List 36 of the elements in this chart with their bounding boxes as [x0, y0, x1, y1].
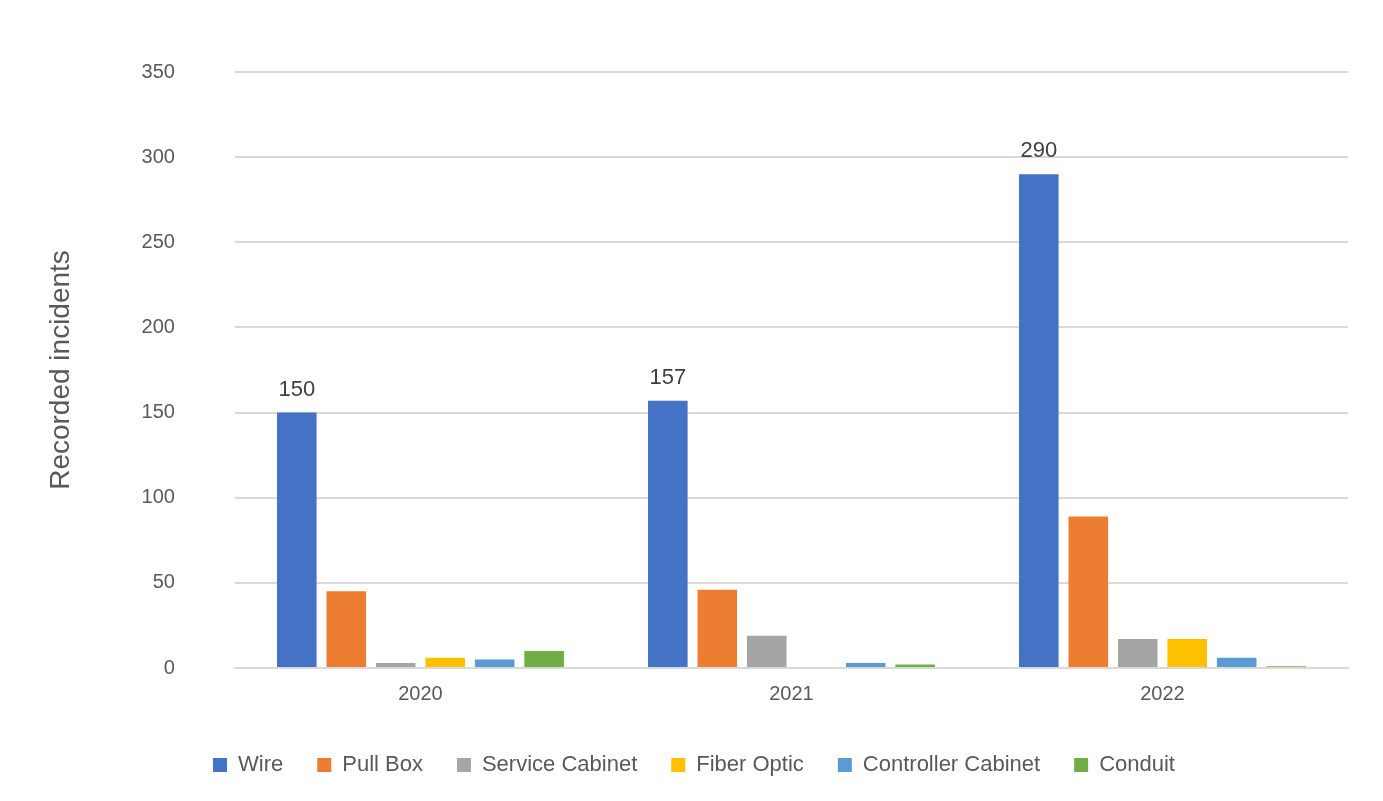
bar: [1117, 639, 1158, 667]
y-tick-label: 100: [141, 485, 175, 508]
bar: [474, 659, 515, 667]
bar: [1216, 657, 1257, 667]
x-tick-label: 2020: [398, 681, 443, 704]
bar: [697, 589, 738, 667]
legend-label: Pull Box: [342, 751, 423, 777]
bar: [524, 650, 564, 667]
legend-label: Service Cabinet: [481, 751, 638, 777]
bar: [1068, 516, 1109, 667]
y-tick-label: 150: [141, 400, 175, 423]
bar: [1019, 174, 1059, 667]
y-axis-title: Recorded incidents: [43, 250, 75, 490]
x-tick-label: 2021: [769, 681, 814, 704]
bar: [1167, 639, 1208, 667]
bar: [425, 657, 465, 667]
legend-label: Conduit: [1099, 751, 1175, 777]
bar: [375, 662, 416, 667]
x-tick-label: 2022: [1140, 681, 1185, 704]
legend-label: Controller Cabinet: [862, 751, 1041, 777]
y-tick-label: 0: [163, 655, 175, 678]
y-tick-label: 250: [141, 229, 175, 252]
y-tick-label: 200: [141, 314, 175, 337]
bar: [746, 635, 787, 667]
y-tick-label: 300: [141, 144, 175, 167]
legend-label: Fiber Optic: [696, 751, 804, 777]
y-tick-label: 50: [152, 570, 175, 593]
bar: [845, 662, 886, 667]
bar: [648, 400, 688, 667]
bar: [326, 591, 367, 667]
data-label: 290: [1020, 137, 1058, 163]
data-label: 150: [278, 375, 316, 401]
y-tick-label: 350: [141, 59, 175, 82]
data-label: 157: [649, 363, 687, 389]
legend-label: Wire: [238, 751, 284, 777]
bar: [277, 412, 317, 667]
